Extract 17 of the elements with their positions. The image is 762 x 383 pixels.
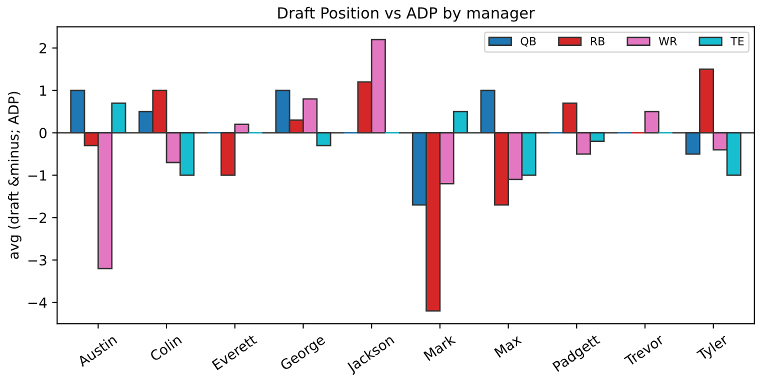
y-tick-label: 1	[40, 86, 46, 96]
legend-label: QB	[520, 37, 536, 47]
x-tick-label: Colin	[149, 334, 182, 362]
y-tick-label: −4	[28, 298, 47, 308]
y-tick-label: −2	[28, 212, 46, 223]
y-tick-label: −3	[28, 255, 46, 266]
bar	[644, 110, 660, 134]
x-tick-label: Max	[494, 334, 522, 358]
chart-title: Draft Position vs ADP by manager	[278, 6, 535, 22]
y-tick-label: 0	[40, 128, 47, 138]
y-axis-title: avg (draft &minus; ADP)	[8, 92, 22, 259]
y-tick-label: −1	[28, 170, 46, 180]
legend-label: RB	[590, 37, 604, 46]
y-tick-label: 2	[40, 42, 46, 54]
x-tick-label: Tyler	[696, 333, 731, 364]
legend-label: TE	[730, 37, 744, 46]
legend-label: WR	[658, 37, 677, 46]
